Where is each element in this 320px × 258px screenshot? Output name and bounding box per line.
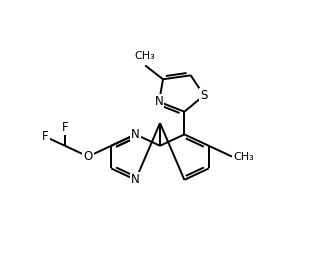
Text: O: O [84, 150, 93, 163]
Text: N: N [155, 95, 164, 108]
Text: CH₃: CH₃ [135, 51, 156, 61]
Text: N: N [131, 173, 140, 186]
Text: CH₃: CH₃ [234, 151, 254, 162]
Text: S: S [200, 89, 208, 102]
Text: N: N [131, 128, 140, 141]
Text: F: F [42, 130, 49, 143]
Text: F: F [61, 121, 68, 134]
